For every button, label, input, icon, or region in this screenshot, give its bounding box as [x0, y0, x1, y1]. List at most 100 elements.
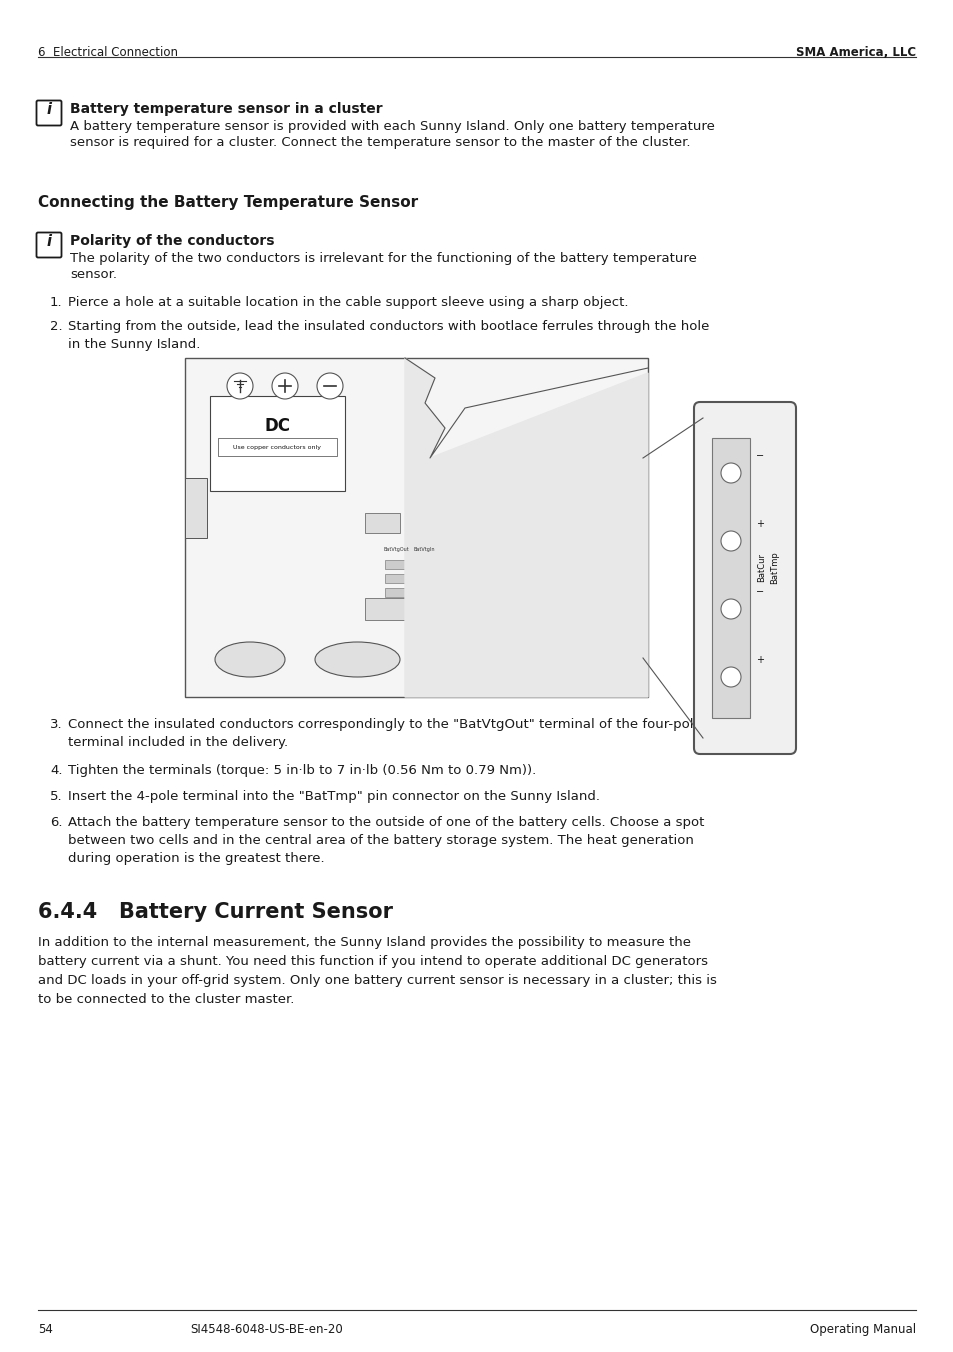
- Text: sensor.: sensor.: [70, 268, 117, 281]
- Bar: [485, 658, 494, 665]
- Text: to be connected to the cluster master.: to be connected to the cluster master.: [38, 992, 294, 1006]
- FancyBboxPatch shape: [36, 100, 61, 126]
- Bar: [507, 658, 516, 665]
- Bar: [435, 499, 453, 506]
- Text: in the Sunny Island.: in the Sunny Island.: [68, 338, 200, 352]
- Text: −: −: [755, 452, 763, 461]
- Text: A battery temperature sensor is provided with each Sunny Island. Only one batter: A battery temperature sensor is provided…: [70, 120, 714, 132]
- Bar: [518, 668, 526, 675]
- Text: i: i: [47, 234, 51, 249]
- Text: Battery temperature sensor in a cluster: Battery temperature sensor in a cluster: [70, 101, 382, 116]
- Bar: [507, 668, 516, 675]
- Text: The polarity of the two conductors is irrelevant for the functioning of the batt: The polarity of the two conductors is ir…: [70, 251, 696, 265]
- Text: Operating Manual: Operating Manual: [809, 1324, 915, 1336]
- Bar: [485, 648, 494, 654]
- Text: BatVtgIn: BatVtgIn: [413, 548, 435, 553]
- Text: SI4548-6048-US-BE-en-20: SI4548-6048-US-BE-en-20: [190, 1324, 342, 1336]
- Bar: [475, 638, 482, 645]
- Circle shape: [272, 373, 297, 399]
- Text: Insert the 4-pole terminal into the "BatTmp" pin connector on the Sunny Island.: Insert the 4-pole terminal into the "Bat…: [68, 790, 599, 803]
- Text: Pierce a hole at a suitable location in the cable support sleeve using a sharp o: Pierce a hole at a suitable location in …: [68, 296, 628, 310]
- Bar: [475, 658, 482, 665]
- Ellipse shape: [314, 642, 399, 677]
- Bar: [485, 668, 494, 675]
- Text: 3.: 3.: [50, 718, 63, 731]
- Text: DC: DC: [264, 416, 291, 435]
- Text: i: i: [47, 101, 51, 118]
- FancyBboxPatch shape: [36, 233, 61, 257]
- Bar: [518, 648, 526, 654]
- Text: −: −: [755, 587, 763, 598]
- Bar: [185, 479, 207, 538]
- Ellipse shape: [535, 642, 579, 677]
- Text: 6  Electrical Connection: 6 Electrical Connection: [38, 46, 178, 59]
- Circle shape: [720, 462, 740, 483]
- Text: battery current via a shunt. You need this function if you intend to operate add: battery current via a shunt. You need th…: [38, 955, 707, 968]
- Bar: [365, 512, 399, 533]
- Text: during operation is the greatest there.: during operation is the greatest there.: [68, 852, 324, 865]
- Text: SMA America, LLC: SMA America, LLC: [795, 46, 915, 59]
- Bar: [475, 668, 482, 675]
- Bar: [410, 598, 450, 621]
- Text: Attach the battery temperature sensor to the outside of one of the battery cells: Attach the battery temperature sensor to…: [68, 817, 703, 829]
- Bar: [497, 638, 504, 645]
- Bar: [385, 560, 407, 569]
- Text: sensor is required for a cluster. Connect the temperature sensor to the master o: sensor is required for a cluster. Connec…: [70, 137, 690, 149]
- Bar: [497, 658, 504, 665]
- Circle shape: [720, 667, 740, 687]
- Text: terminal included in the delivery.: terminal included in the delivery.: [68, 735, 288, 749]
- Text: Connecting the Battery Temperature Sensor: Connecting the Battery Temperature Senso…: [38, 195, 417, 210]
- Bar: [455, 598, 495, 621]
- FancyBboxPatch shape: [693, 402, 795, 754]
- Bar: [435, 489, 453, 496]
- Bar: [518, 658, 526, 665]
- Text: Connect the insulated conductors correspondingly to the "BatVtgOut" terminal of : Connect the insulated conductors corresp…: [68, 718, 701, 731]
- Polygon shape: [405, 358, 647, 698]
- Circle shape: [227, 373, 253, 399]
- Text: 4.: 4.: [50, 764, 63, 777]
- Bar: [435, 508, 453, 516]
- Text: +: +: [755, 654, 763, 665]
- Bar: [497, 648, 504, 654]
- Bar: [435, 479, 453, 485]
- Bar: [711, 438, 749, 718]
- Text: Use copper conductors only: Use copper conductors only: [233, 445, 321, 449]
- Text: BatVtgOut: BatVtgOut: [383, 548, 409, 553]
- Bar: [385, 588, 407, 598]
- Bar: [456, 508, 475, 516]
- Text: +: +: [755, 519, 763, 529]
- Bar: [413, 588, 435, 598]
- Text: 5.: 5.: [50, 790, 63, 803]
- Bar: [365, 598, 405, 621]
- Bar: [456, 458, 475, 466]
- Bar: [218, 438, 336, 456]
- Bar: [475, 648, 482, 654]
- Circle shape: [720, 599, 740, 619]
- Bar: [435, 469, 453, 476]
- Bar: [435, 458, 453, 466]
- Text: and DC loads in your off-grid system. Only one battery current sensor is necessa: and DC loads in your off-grid system. On…: [38, 973, 716, 987]
- Text: 54: 54: [38, 1324, 52, 1336]
- Text: 2.: 2.: [50, 320, 63, 333]
- Circle shape: [316, 373, 343, 399]
- Bar: [456, 469, 475, 476]
- Bar: [518, 638, 526, 645]
- Bar: [497, 668, 504, 675]
- Circle shape: [720, 531, 740, 552]
- Bar: [385, 575, 407, 583]
- Ellipse shape: [214, 642, 285, 677]
- Text: 6.: 6.: [50, 817, 63, 829]
- Text: between two cells and in the central area of the battery storage system. The hea: between two cells and in the central are…: [68, 834, 693, 846]
- Bar: [210, 396, 345, 491]
- Text: BatCur: BatCur: [757, 553, 765, 583]
- Text: 1.: 1.: [50, 296, 63, 310]
- FancyBboxPatch shape: [185, 358, 647, 698]
- Bar: [405, 512, 439, 533]
- Bar: [413, 560, 435, 569]
- Bar: [507, 638, 516, 645]
- Text: Polarity of the conductors: Polarity of the conductors: [70, 234, 274, 247]
- Text: Starting from the outside, lead the insulated conductors with bootlace ferrules : Starting from the outside, lead the insu…: [68, 320, 709, 333]
- Bar: [413, 575, 435, 583]
- Text: 6.4.4   Battery Current Sensor: 6.4.4 Battery Current Sensor: [38, 902, 393, 922]
- Bar: [507, 648, 516, 654]
